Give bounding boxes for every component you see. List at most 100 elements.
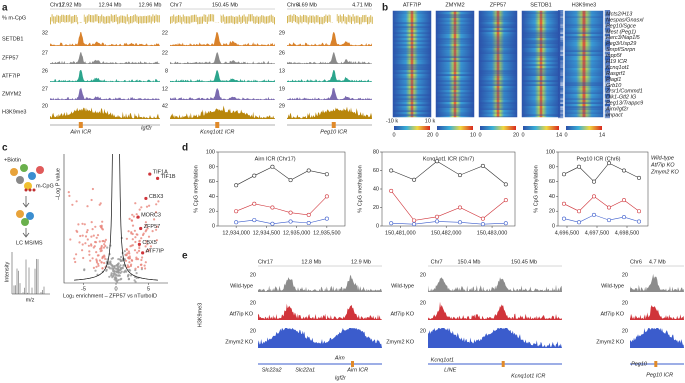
protein-label: ZFP57 (144, 224, 161, 230)
gene-label: Mest (Peg1) (606, 29, 636, 35)
colorbar-min: 0 (392, 132, 395, 138)
track-scale: 26 (42, 68, 48, 74)
methylation-bar (130, 16, 131, 24)
heatmap-row (521, 90, 561, 93)
methylation-bar (261, 15, 263, 23)
heatmap-row (435, 60, 475, 63)
protein-dot (91, 187, 94, 191)
heatmap-row (521, 50, 561, 53)
heatmap-row (478, 40, 518, 43)
methylation-bar (298, 17, 300, 25)
protein-dot (144, 245, 147, 248)
heatmap-row (478, 22, 518, 25)
methylation-point (480, 222, 485, 227)
methylation-bar (154, 15, 155, 23)
signal-track (170, 88, 275, 100)
methylation-bar (158, 15, 160, 23)
heatmap-row (435, 36, 475, 39)
heatmap-row (435, 66, 475, 69)
colorbar (523, 126, 559, 130)
x-tick-label: -5 (81, 286, 86, 292)
colorbar-min: 0 (435, 132, 438, 138)
methylation-bar (309, 15, 311, 23)
methylation-bar (126, 14, 128, 22)
protein-dot (145, 240, 148, 243)
gene-label: Snrpf/Snrpn (606, 47, 635, 53)
heatmap-row (521, 18, 561, 21)
heatmap-row (435, 84, 475, 87)
protein-dot (137, 249, 141, 252)
protein-dot (127, 277, 131, 280)
heatmap-frame (477, 9, 519, 119)
heatmap-row (521, 94, 561, 97)
methylation-bar (235, 16, 237, 24)
protein-dot (144, 230, 147, 233)
methylation-bar (178, 14, 179, 23)
protein-dot (120, 270, 123, 273)
methylation-bar (205, 14, 207, 22)
heatmap-row (478, 18, 518, 21)
methylation-bar (64, 15, 66, 23)
threshold-curve (119, 153, 158, 281)
header-label: 12.8 Mb (301, 259, 321, 265)
methylation-point (480, 163, 485, 168)
methylation-bar (351, 16, 352, 24)
heatmap-row (558, 112, 610, 115)
methylation-point (503, 198, 508, 203)
x-tick-label: 12,935,000 (283, 230, 311, 236)
plot-frame (381, 151, 516, 227)
protein-dot (71, 203, 74, 206)
heatmap-row (558, 106, 610, 109)
protein-dot (112, 267, 115, 271)
methylation-bar (336, 14, 338, 22)
y-tick-label: 60 (549, 179, 555, 185)
track-scale: 19 (279, 86, 285, 92)
heatmap-row (392, 114, 432, 117)
methylation-bar (117, 17, 119, 25)
mcpg-dot (28, 188, 32, 192)
diagram-label: m-CpG (36, 183, 54, 189)
heatmap-row (478, 114, 518, 117)
methylation-bar (290, 14, 292, 22)
protein-dot (157, 200, 160, 203)
x-tick-label: 0 (114, 286, 117, 292)
methylation-bar (359, 17, 360, 25)
signal-track (428, 277, 562, 292)
heatmap-row (478, 74, 518, 77)
gene-label: Grb10 (606, 83, 622, 89)
protein-dot (154, 211, 158, 214)
mcpg-dot (24, 188, 28, 192)
header-label: 4.7 Mb (649, 259, 666, 265)
methylation-bar (75, 14, 77, 23)
heatmap-header: SETDB1 (530, 2, 551, 8)
methylation-bar (66, 15, 67, 23)
gene-label: Zrsr1/Commd1 (605, 89, 643, 95)
heatmap-row (435, 86, 475, 89)
methylation-bar (118, 16, 120, 24)
protein-dot (136, 251, 139, 254)
protein-dot (98, 259, 101, 262)
x-tick-label: 4,696,500 (555, 230, 579, 236)
heatmap-row (392, 46, 432, 49)
heatmap-row (392, 50, 432, 53)
heatmap-row (521, 26, 561, 29)
track-scale: 20 (420, 300, 426, 306)
heatmap-row (435, 26, 475, 29)
methylation-bar (131, 16, 133, 24)
heatmap-row (392, 62, 432, 65)
gene-label: Inpp5f (606, 53, 622, 59)
protein-dot (146, 227, 149, 230)
heatmap-row (558, 12, 610, 15)
methylation-bar (262, 15, 264, 23)
protein-dot (151, 230, 154, 233)
methylation-point (636, 219, 641, 224)
track-scale: 13 (279, 68, 285, 74)
methylation-point (306, 168, 311, 173)
methylation-bar (274, 17, 275, 25)
protein-dot (139, 263, 142, 266)
protein-dot (101, 228, 104, 231)
heatmap-row (521, 62, 561, 65)
methylation-bar (85, 16, 87, 25)
heatmap-row (558, 58, 610, 61)
